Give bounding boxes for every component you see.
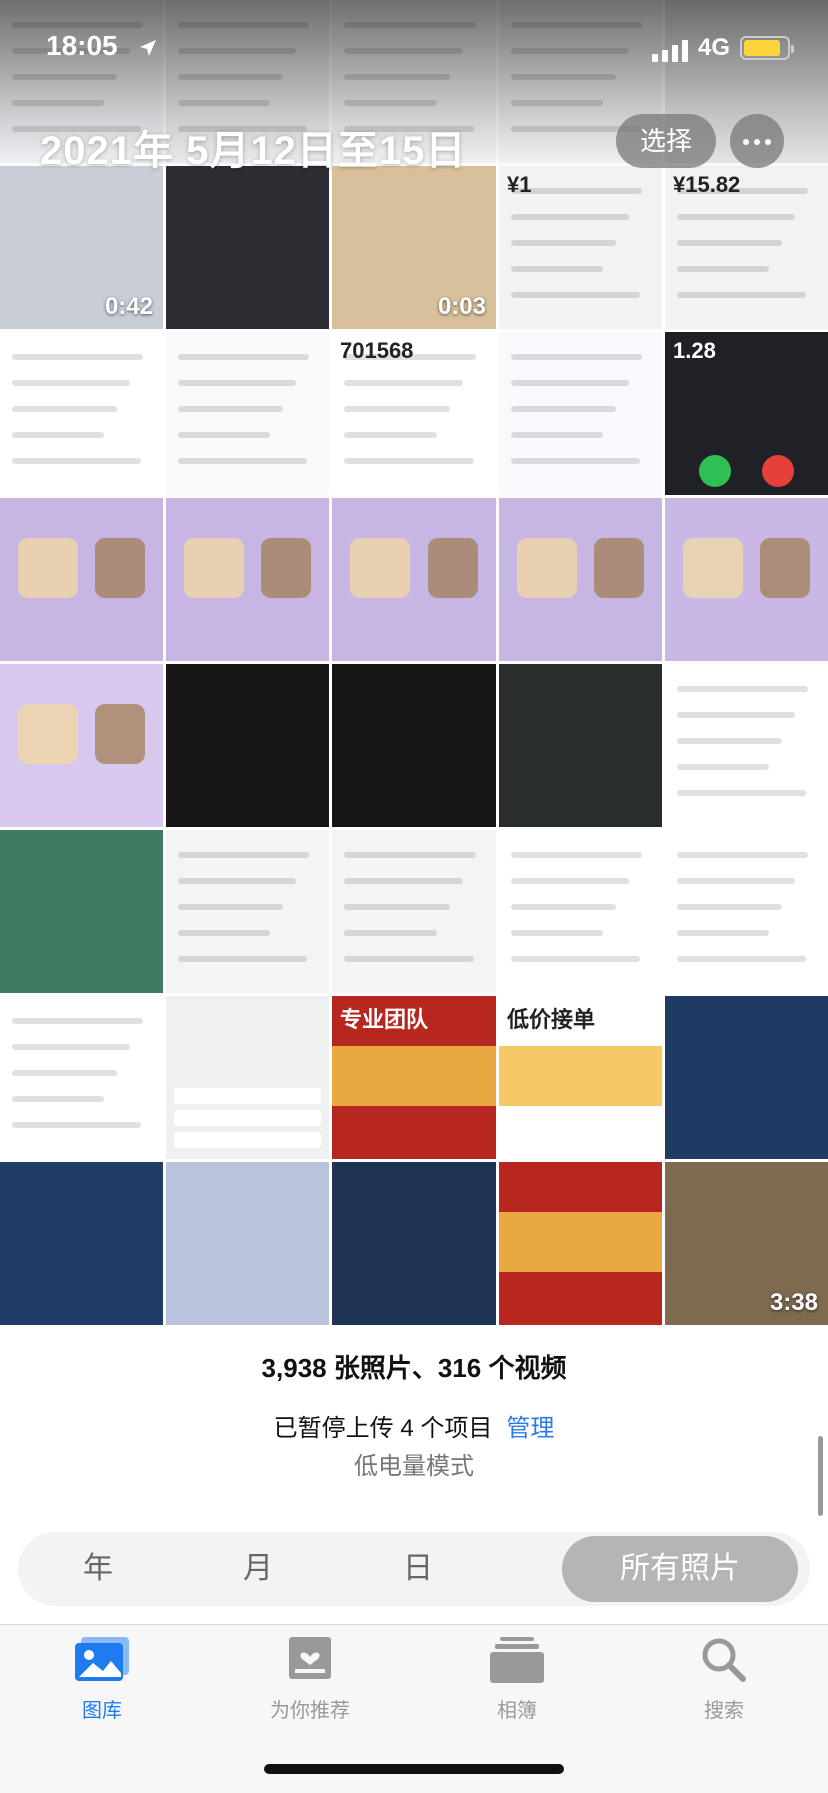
photo-thumbnail[interactable] bbox=[166, 1162, 329, 1325]
tab-library-label: 图库 bbox=[82, 1700, 122, 1722]
photo-thumbnail[interactable] bbox=[499, 498, 662, 661]
thumbnail-text: ¥1 bbox=[507, 172, 532, 197]
scroll-indicator[interactable] bbox=[818, 1436, 823, 1516]
photo-thumbnail[interactable] bbox=[665, 996, 828, 1159]
photo-thumbnail[interactable] bbox=[499, 830, 662, 993]
albums-icon bbox=[490, 1637, 544, 1683]
manage-link[interactable]: 管理 bbox=[506, 1415, 555, 1442]
photo-thumbnail[interactable] bbox=[332, 664, 496, 827]
tab-albums[interactable]: 相簿 bbox=[437, 1637, 597, 1723]
location-arrow-icon bbox=[140, 40, 156, 56]
date-range-title: 2021年 5月12日至15日 bbox=[40, 129, 467, 173]
thumbnail-text: 1.28 bbox=[673, 338, 716, 363]
video-duration: 0:42 bbox=[104, 293, 153, 320]
video-duration: 3:38 bbox=[769, 1289, 818, 1316]
photo-thumbnail[interactable] bbox=[665, 664, 828, 827]
video-thumbnail[interactable]: 0:42 bbox=[0, 166, 163, 329]
photo-thumbnail[interactable] bbox=[332, 498, 496, 661]
photo-thumbnail[interactable] bbox=[0, 830, 163, 993]
photo-thumbnail[interactable] bbox=[499, 664, 662, 827]
photo-thumbnail[interactable]: 专业团队 bbox=[332, 996, 496, 1159]
network-type: 4G bbox=[698, 34, 731, 61]
photo-thumbnail[interactable] bbox=[0, 664, 163, 827]
photo-grid: 0:42 0:03 ¥1 ¥15.82 701568 1.28 专业团队 低价接单 3:38 bbox=[0, 0, 828, 1325]
segment-all-photos[interactable]: 所有照片 bbox=[562, 1536, 798, 1602]
for-you-icon bbox=[289, 1637, 331, 1679]
status-bar: 18:05 4G bbox=[0, 30, 828, 70]
tab-albums-label: 相簿 bbox=[497, 1700, 537, 1722]
tab-search[interactable]: 搜索 bbox=[644, 1637, 804, 1723]
photo-thumbnail[interactable] bbox=[166, 498, 329, 661]
more-options-button[interactable] bbox=[730, 114, 784, 168]
battery-icon bbox=[740, 36, 794, 60]
photo-thumbnail[interactable] bbox=[166, 664, 329, 827]
tab-for-you[interactable]: 为你推荐 bbox=[230, 1637, 390, 1723]
segment-months[interactable]: 月 bbox=[243, 1552, 273, 1585]
cellular-signal-icon bbox=[652, 40, 688, 62]
thumbnail-text: 专业团队 bbox=[340, 1007, 429, 1032]
select-button[interactable]: 选择 bbox=[616, 114, 716, 168]
photo-thumbnail[interactable] bbox=[166, 830, 329, 993]
status-time: 18:05 bbox=[46, 30, 118, 61]
low-power-mode-text: 低电量模式 bbox=[354, 1453, 474, 1480]
video-thumbnail[interactable]: 3:38 bbox=[665, 1162, 828, 1325]
view-segmented-control: 年 月 日 所有照片 bbox=[18, 1532, 810, 1606]
photo-thumbnail[interactable] bbox=[0, 1162, 163, 1325]
photo-thumbnail[interactable] bbox=[332, 830, 496, 993]
photo-thumbnail[interactable]: ¥1 bbox=[499, 166, 662, 329]
photo-thumbnail[interactable] bbox=[499, 332, 662, 495]
tab-search-label: 搜索 bbox=[704, 1700, 744, 1722]
home-indicator[interactable] bbox=[264, 1764, 564, 1774]
photo-thumbnail[interactable] bbox=[166, 332, 329, 495]
segment-years[interactable]: 年 bbox=[83, 1552, 113, 1585]
photo-thumbnail[interactable] bbox=[0, 996, 163, 1159]
photo-thumbnail[interactable] bbox=[166, 996, 329, 1159]
photo-thumbnail[interactable]: 低价接单 bbox=[499, 996, 662, 1159]
photo-thumbnail[interactable] bbox=[665, 498, 828, 661]
photo-thumbnail[interactable]: 1.28 bbox=[665, 332, 828, 495]
photo-thumbnail[interactable]: 701568 bbox=[332, 332, 496, 495]
tab-library[interactable]: 图库 bbox=[22, 1637, 182, 1723]
photo-thumbnail[interactable] bbox=[0, 332, 163, 495]
video-duration: 0:03 bbox=[437, 293, 486, 320]
photo-library-icon bbox=[75, 1637, 129, 1681]
thumbnail-text: ¥15.82 bbox=[673, 172, 741, 197]
upload-status: 已暂停上传 4 个项目 管理 bbox=[0, 1408, 828, 1443]
upload-paused-text: 已暂停上传 4 个项目 bbox=[273, 1415, 493, 1442]
thumbnail-text: 低价接单 bbox=[507, 1007, 596, 1032]
video-thumbnail[interactable] bbox=[166, 166, 329, 329]
photo-thumbnail[interactable] bbox=[332, 1162, 496, 1325]
search-icon bbox=[702, 1638, 746, 1682]
photo-thumbnail[interactable] bbox=[499, 1162, 662, 1325]
photo-thumbnail[interactable] bbox=[665, 830, 828, 993]
segment-days[interactable]: 日 bbox=[403, 1552, 433, 1585]
photo-thumbnail[interactable] bbox=[0, 498, 163, 661]
thumbnail-text: 701568 bbox=[340, 338, 414, 363]
photo-thumbnail[interactable]: ¥15.82 bbox=[665, 166, 828, 329]
library-summary: 3,938 张照片、316 个视频 bbox=[261, 1353, 567, 1383]
video-thumbnail[interactable]: 0:03 bbox=[332, 166, 496, 329]
tab-for-you-label: 为你推荐 bbox=[270, 1700, 350, 1722]
